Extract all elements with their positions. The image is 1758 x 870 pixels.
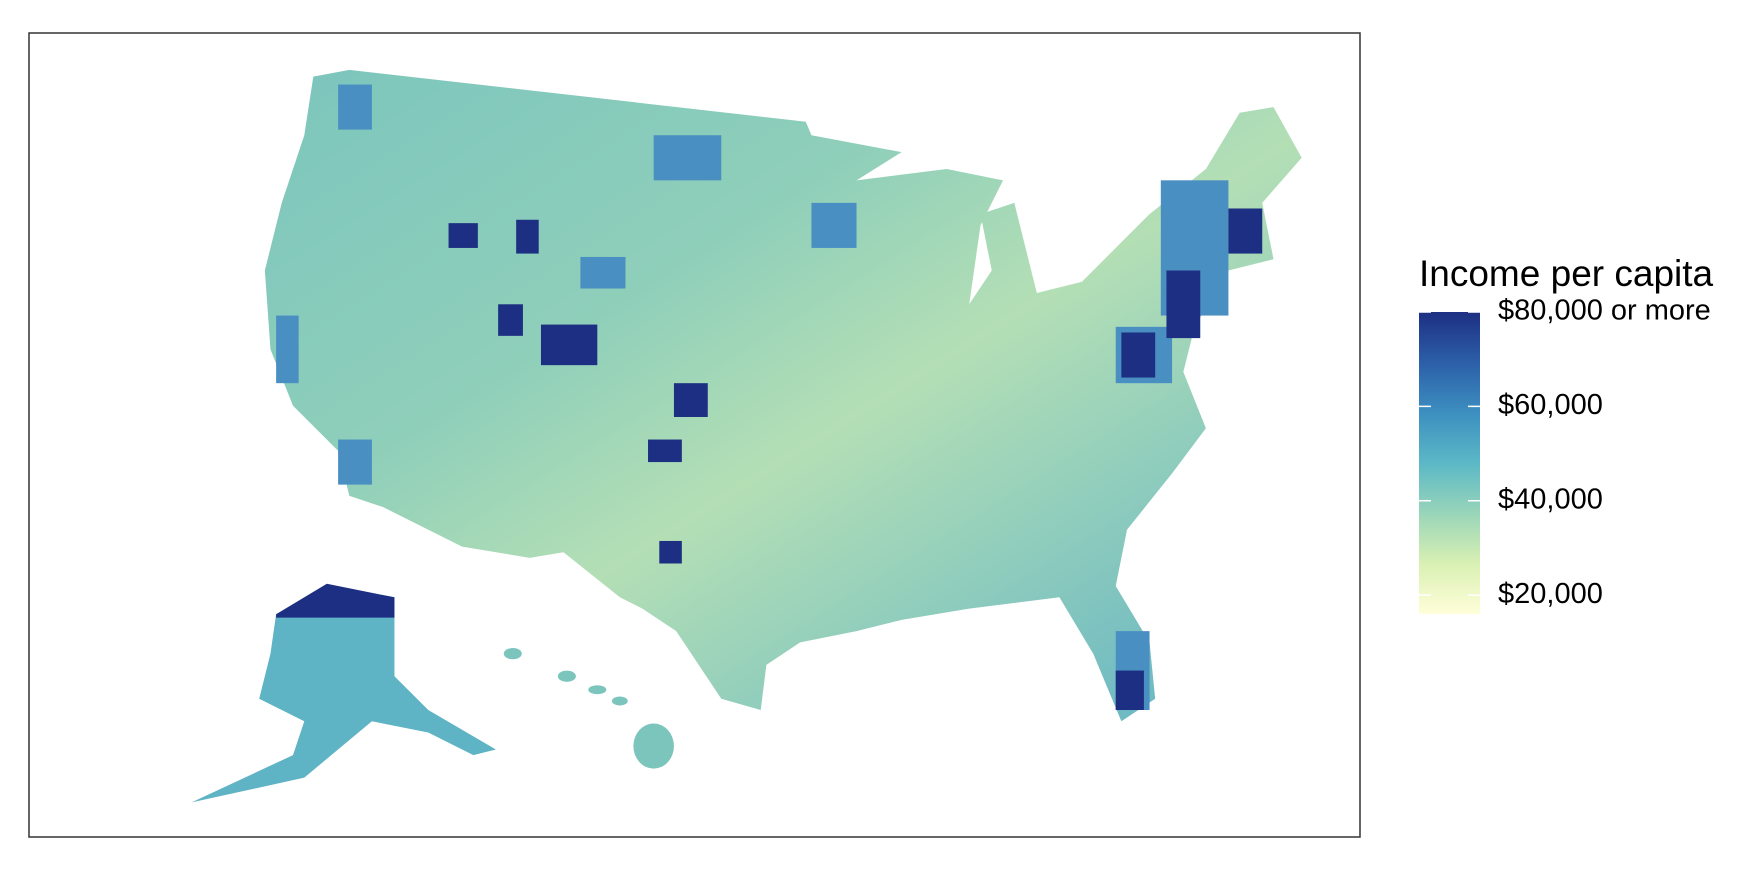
top-income-areas: [448, 208, 1263, 711]
legend-label: $40,000: [1498, 483, 1603, 515]
legend-label: $20,000: [1498, 578, 1603, 610]
colorbar: [1419, 312, 1480, 614]
alaska: [191, 586, 496, 803]
legend-label: $60,000: [1498, 389, 1603, 421]
map: [191, 69, 1302, 803]
legend: Income per capita $20,000 $40,000 $60,000 $…: [1419, 253, 1714, 614]
legend-title: Income per capita: [1419, 253, 1714, 294]
alaska-north: [276, 583, 395, 618]
hawaii: [503, 648, 674, 769]
legend-label: $80,000 or more: [1498, 295, 1711, 327]
